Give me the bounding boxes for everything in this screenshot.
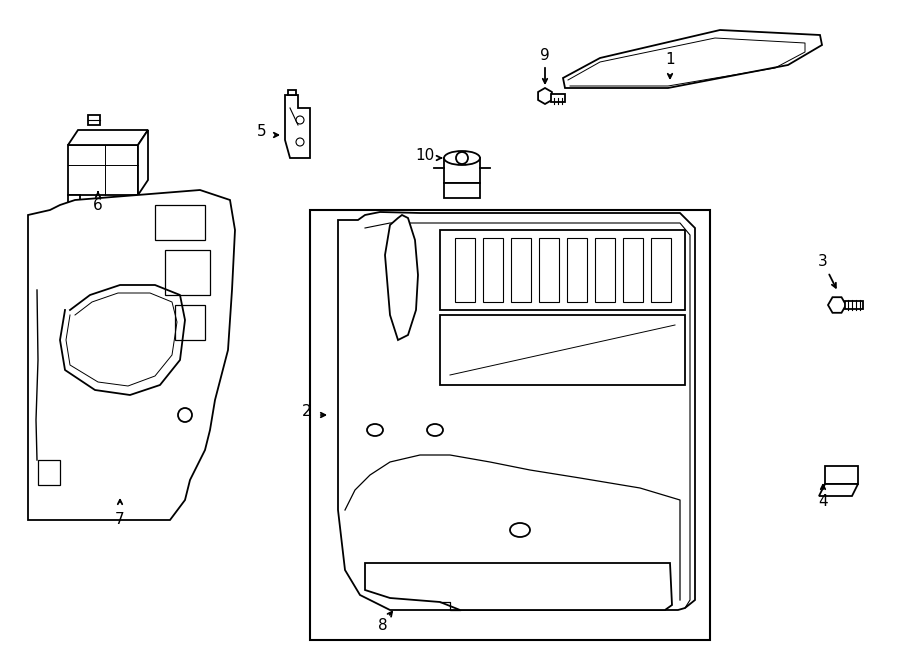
Polygon shape	[511, 238, 531, 302]
Polygon shape	[440, 230, 685, 310]
Text: 8: 8	[378, 619, 388, 633]
Text: 10: 10	[416, 147, 435, 163]
Polygon shape	[440, 315, 685, 385]
Polygon shape	[38, 460, 60, 485]
Polygon shape	[165, 250, 210, 295]
Polygon shape	[338, 212, 695, 610]
Text: 9: 9	[540, 48, 550, 63]
Polygon shape	[651, 238, 671, 302]
Text: 7: 7	[115, 512, 125, 527]
Polygon shape	[825, 466, 858, 484]
Text: 2: 2	[302, 405, 311, 420]
Circle shape	[296, 138, 304, 146]
Polygon shape	[567, 238, 587, 302]
Polygon shape	[288, 90, 296, 95]
Bar	[444, 183, 480, 198]
Bar	[444, 158, 480, 183]
Polygon shape	[68, 195, 80, 207]
Polygon shape	[138, 130, 148, 195]
Polygon shape	[68, 145, 138, 195]
Text: 6: 6	[93, 198, 103, 212]
Polygon shape	[175, 305, 205, 340]
Circle shape	[178, 408, 192, 422]
Polygon shape	[365, 563, 672, 610]
Polygon shape	[285, 95, 310, 158]
Ellipse shape	[444, 151, 480, 165]
Ellipse shape	[427, 424, 443, 436]
Ellipse shape	[510, 523, 530, 537]
Bar	[310, 210, 710, 640]
Polygon shape	[28, 190, 235, 520]
Polygon shape	[88, 115, 100, 125]
Circle shape	[456, 152, 468, 164]
Polygon shape	[385, 215, 418, 340]
Text: 5: 5	[257, 124, 266, 139]
Ellipse shape	[367, 424, 383, 436]
Polygon shape	[595, 238, 615, 302]
Text: 3: 3	[818, 254, 828, 270]
Polygon shape	[155, 205, 205, 240]
Circle shape	[296, 116, 304, 124]
Text: 1: 1	[665, 52, 675, 67]
Bar	[551, 94, 565, 102]
Polygon shape	[623, 238, 643, 302]
Polygon shape	[563, 30, 822, 88]
Text: 4: 4	[818, 494, 828, 510]
Polygon shape	[819, 484, 858, 496]
Polygon shape	[68, 130, 148, 145]
Polygon shape	[483, 238, 503, 302]
Bar	[845, 301, 863, 309]
Polygon shape	[539, 238, 559, 302]
Polygon shape	[455, 238, 475, 302]
